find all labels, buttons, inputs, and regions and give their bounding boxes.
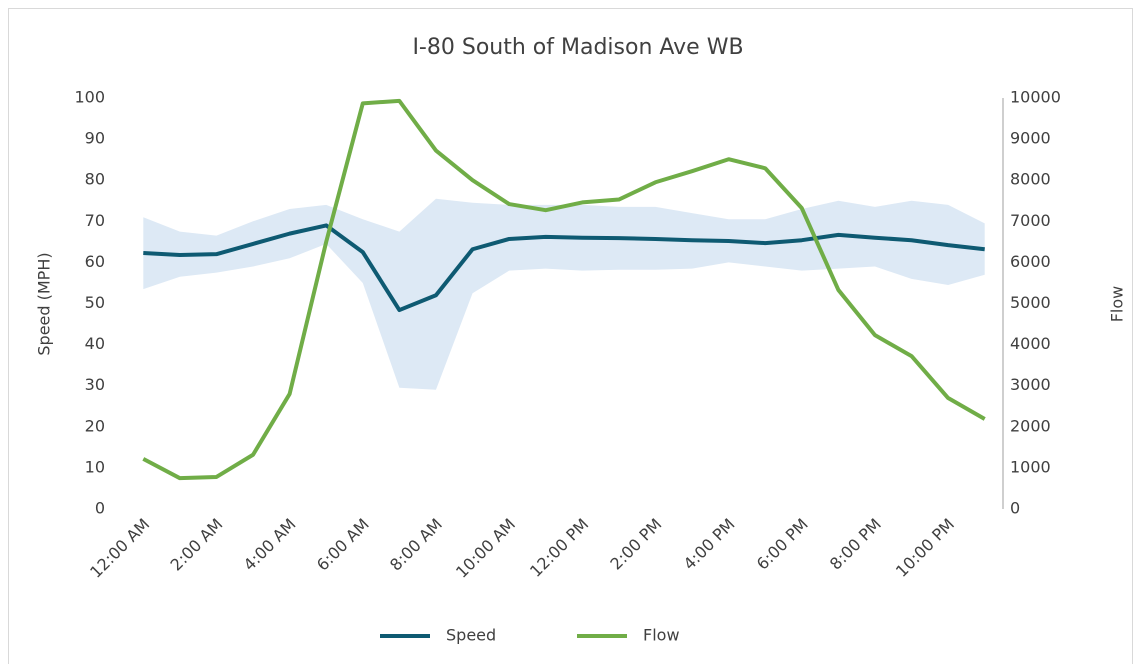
chart-title: I-80 South of Madison Ave WB: [412, 35, 743, 60]
y2-tick-label: 9000: [1010, 129, 1051, 148]
y-tick-label: 30: [85, 375, 105, 394]
y2-tick-label: 4000: [1010, 334, 1051, 353]
legend-label: Flow: [643, 626, 680, 645]
y2-tick-label: 6000: [1010, 252, 1051, 271]
y2-tick-label: 10000: [1010, 88, 1061, 107]
y-tick-label: 10: [85, 457, 105, 476]
y-tick-label: 50: [85, 293, 105, 312]
y-tick-label: 80: [85, 170, 105, 189]
y-axis-label: Speed (MPH): [35, 252, 54, 355]
y-tick-label: 90: [85, 129, 105, 148]
y2-tick-label: 7000: [1010, 211, 1051, 230]
y-tick-label: 60: [85, 252, 105, 271]
y2-tick-label: 0: [1010, 499, 1020, 518]
series-line: [142, 98, 986, 481]
y2-tick-label: 5000: [1010, 293, 1051, 312]
y-tick-label: 100: [74, 88, 105, 107]
y-tick-label: 20: [85, 416, 105, 435]
y-tick-label: 40: [85, 334, 105, 353]
chart-frame: [8, 8, 1133, 664]
y2-tick-label: 3000: [1010, 375, 1051, 394]
y2-axis-label: Flow: [1108, 286, 1127, 323]
y2-tick-label: 8000: [1010, 170, 1051, 189]
y-tick-label: 0: [95, 499, 105, 518]
y2-tick-label: 1000: [1010, 457, 1051, 476]
y-tick-label: 70: [85, 211, 105, 230]
y2-tick-label: 2000: [1010, 416, 1051, 435]
series-line: [143, 223, 985, 313]
legend-label: Speed: [446, 626, 496, 645]
